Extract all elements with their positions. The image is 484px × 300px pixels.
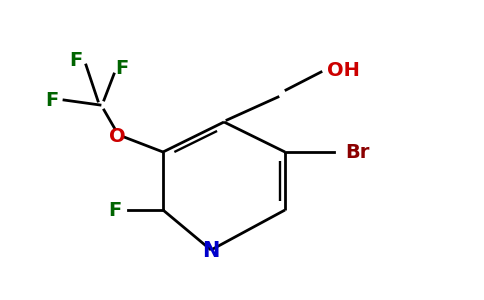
Text: OH: OH: [327, 61, 360, 80]
Text: F: F: [115, 59, 129, 79]
Text: Br: Br: [345, 142, 369, 161]
Text: F: F: [108, 200, 121, 220]
Text: F: F: [69, 52, 83, 70]
Text: O: O: [109, 127, 125, 146]
Text: F: F: [45, 91, 59, 110]
Text: N: N: [202, 241, 220, 261]
